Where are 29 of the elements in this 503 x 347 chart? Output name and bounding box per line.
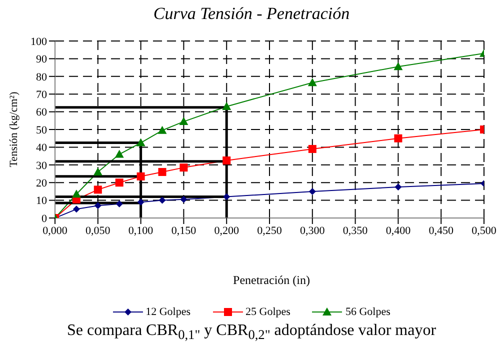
y-tick-label: 20 xyxy=(36,178,48,190)
text: Se compara CBR$_{0,1"}$ y CBR$_{0,2"}$ adoptándose valor mayor xyxy=(66,322,438,344)
x-tick-label: 0,200 xyxy=(214,224,240,237)
legend-label: 56 Golpes xyxy=(345,306,390,318)
chart-title: Curva Tensión - Penetración xyxy=(152,4,351,24)
x-tick-label: 0,450 xyxy=(428,224,454,237)
x-tick-label: 0,250 xyxy=(257,224,282,237)
x-tick-label: 0,100 xyxy=(128,224,154,237)
y-tick-label: 80 xyxy=(36,71,48,84)
legend-label: 12 Golpes xyxy=(146,306,191,318)
x-tick-label: 0,350 xyxy=(342,224,368,237)
x-tick-label: 0,400 xyxy=(386,224,412,237)
y-tick-label: 40 xyxy=(36,142,48,154)
y-tick-label: 0 xyxy=(42,212,48,225)
x-tick-label: 0,000 xyxy=(42,224,68,237)
y-tick-label: 90 xyxy=(36,54,48,66)
y-tick-label: 50 xyxy=(36,124,48,136)
y-tick-label: 10 xyxy=(36,195,48,208)
x-tick-label: 0,150 xyxy=(171,224,197,237)
y-tick-label: 60 xyxy=(36,106,48,119)
y-tick-label: 30 xyxy=(36,160,48,172)
y-tick-label: 70 xyxy=(36,89,48,102)
x-tick-label: 0,050 xyxy=(86,224,111,237)
legend-label: 25 Golpes xyxy=(246,306,290,318)
y-tick-label: 100 xyxy=(30,36,48,48)
x-tick-label: 0,300 xyxy=(300,224,326,237)
y-axis-title: Tensión (kg/cm²) xyxy=(8,91,20,168)
x-axis-title: Penetración (in) xyxy=(232,273,311,288)
x-tick-label: 0,500 xyxy=(472,224,497,237)
